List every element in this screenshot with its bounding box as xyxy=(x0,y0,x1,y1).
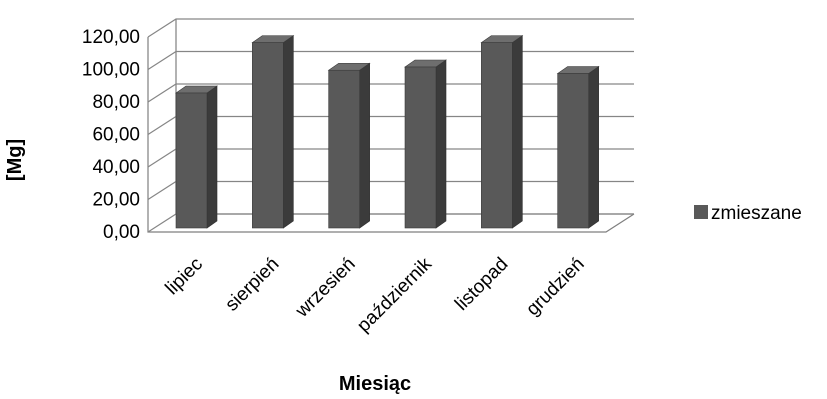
y-tick-label: 60,00 xyxy=(92,125,140,146)
bar-front xyxy=(557,73,589,229)
bars xyxy=(175,35,600,229)
y-tick-label: 80,00 xyxy=(92,92,140,113)
x-tick-label: lipiec xyxy=(162,254,207,299)
bar xyxy=(480,35,524,229)
bar-side xyxy=(359,62,370,229)
bar-side xyxy=(588,65,599,229)
bar xyxy=(251,35,295,229)
gridline xyxy=(147,18,634,38)
x-tick-label: październik xyxy=(353,253,436,336)
y-tick-labels: 0,00 20,00 40,00 60,00 80,00 100,00 120,00 xyxy=(82,27,140,243)
bar xyxy=(175,85,218,229)
bar-front xyxy=(481,42,513,229)
bar-front xyxy=(404,66,437,229)
x-tick-label: listopad xyxy=(451,254,512,315)
bar xyxy=(327,62,371,229)
bar xyxy=(404,59,447,229)
gridline xyxy=(147,50,634,71)
bar-side xyxy=(435,59,447,229)
bar-side xyxy=(206,85,218,229)
y-tick-label: 40,00 xyxy=(92,157,140,178)
bar-front xyxy=(175,92,208,229)
legend: zmieszane xyxy=(694,203,802,224)
y-tick-label: 0,00 xyxy=(103,222,140,243)
y-tick-label: 100,00 xyxy=(82,60,140,81)
y-tick-label: 20,00 xyxy=(92,190,140,211)
bar-front xyxy=(328,69,360,229)
x-axis-title: Miesiąc xyxy=(339,373,411,395)
bar xyxy=(556,65,600,229)
x-tick-label: wrzesień xyxy=(291,254,360,323)
x-tick-label: sierpień xyxy=(221,254,283,316)
x-tick-label: grudzień xyxy=(522,254,588,320)
bar-side xyxy=(512,35,523,229)
bar-side xyxy=(283,35,294,229)
legend-swatch xyxy=(694,205,708,219)
legend-label: zmieszane xyxy=(711,203,802,224)
bar-front xyxy=(252,42,284,229)
y-axis-title: [Mg] xyxy=(4,139,26,181)
y-tick-label: 120,00 xyxy=(82,27,140,48)
